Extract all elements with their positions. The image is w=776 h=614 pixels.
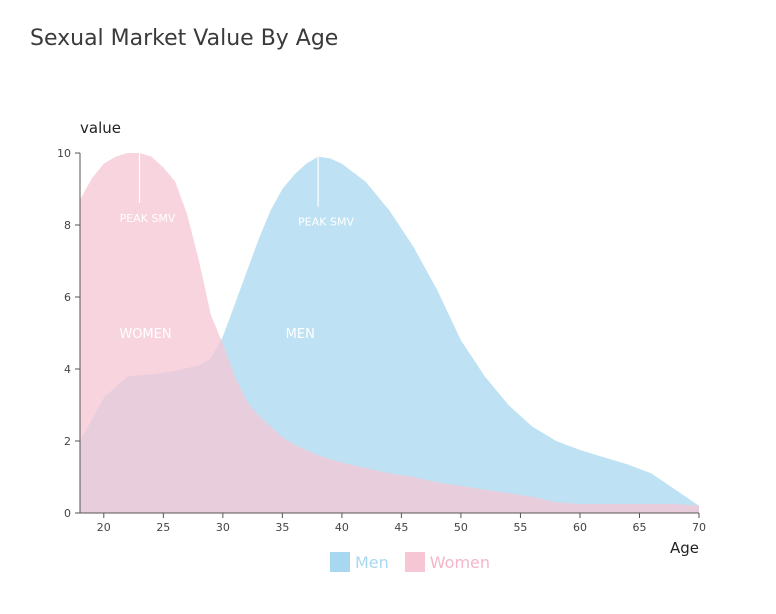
- legend: Men Women: [330, 552, 490, 572]
- y-tick-label-8: 8: [64, 219, 71, 232]
- y-tick-label-10: 10: [57, 147, 71, 160]
- area-label-women: WOMEN: [119, 327, 171, 342]
- peak-label-women: PEAK SMV: [120, 212, 176, 225]
- x-tick-label-20: 20: [97, 521, 111, 534]
- x-tick-label-55: 55: [513, 521, 527, 534]
- x-tick-label-60: 60: [573, 521, 587, 534]
- x-tick-label-35: 35: [275, 521, 289, 534]
- x-tick-label-50: 50: [454, 521, 468, 534]
- chart-title: Sexual Market Value By Age: [30, 26, 339, 51]
- legend-item-women[interactable]: Women: [404, 552, 491, 572]
- legend-item-men[interactable]: Men: [330, 552, 389, 572]
- y-tick-label-4: 4: [64, 363, 71, 376]
- x-axis-label: Age: [670, 539, 699, 557]
- area-label-men: MEN: [286, 327, 315, 342]
- x-tick-label-40: 40: [335, 521, 349, 534]
- legend-swatch-women: [404, 552, 425, 572]
- legend-label-men: Men: [355, 552, 389, 572]
- area-women: [80, 153, 699, 513]
- x-tick-label-65: 65: [632, 521, 646, 534]
- x-tick-label-70: 70: [692, 521, 706, 534]
- y-tick-label-6: 6: [64, 291, 71, 304]
- y-tick-label-2: 2: [64, 435, 71, 448]
- x-tick-label-25: 25: [156, 521, 170, 534]
- y-axis-label: value: [80, 119, 121, 137]
- x-tick-label-45: 45: [394, 521, 408, 534]
- x-tick-label-30: 30: [216, 521, 230, 534]
- peak-label-men: PEAK SMV: [298, 216, 354, 229]
- legend-swatch-men: [330, 552, 350, 572]
- y-tick-label-0: 0: [64, 507, 71, 520]
- legend-label-women: Women: [429, 552, 491, 572]
